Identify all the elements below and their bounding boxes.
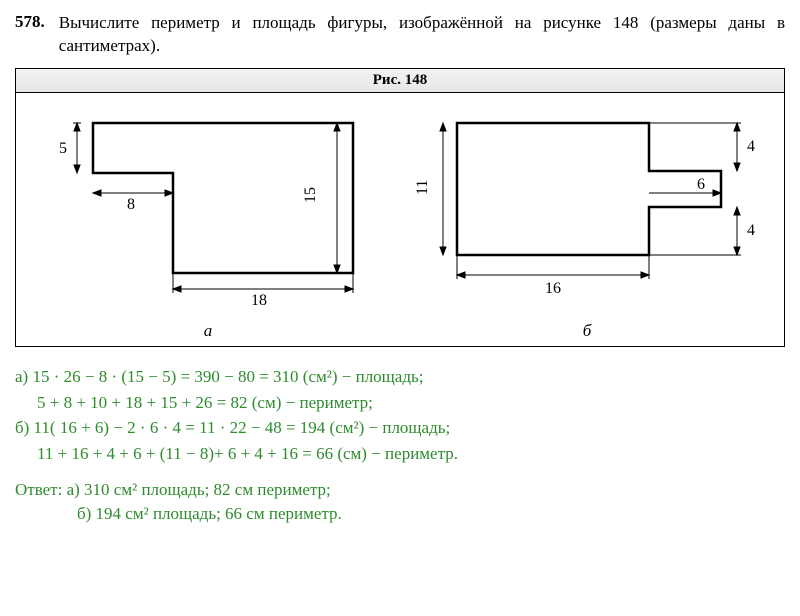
- dim-6: 6: [697, 176, 705, 193]
- sol-b-area: б) 11( 16 + 6) − 2 · 6 · 4 = 11 · 22 − 4…: [15, 416, 785, 441]
- answer-block: Ответ: а) 310 см² площадь; 82 см перимет…: [15, 478, 785, 526]
- dim-16: 16: [545, 280, 561, 297]
- sol-b-perim: 11 + 16 + 4 + 6 + (11 − 8)+ 6 + 4 + 16 =…: [15, 442, 785, 467]
- dim-11: 11: [414, 179, 431, 194]
- figure-content: 5 8 15 18 а: [16, 93, 784, 346]
- answer-line-a: Ответ: а) 310 см² площадь; 82 см перимет…: [15, 478, 785, 502]
- shape-a-svg: 5 8 15 18: [33, 103, 383, 313]
- solution-block: а) 15 · 26 − 8 · (15 − 5) = 390 − 80 = 3…: [15, 365, 785, 467]
- sol-a-area: а) 15 · 26 − 8 · (15 − 5) = 390 − 80 = 3…: [15, 365, 785, 390]
- answer-prefix: Ответ:: [15, 480, 67, 499]
- shape-b-svg: 11 16 4 6 4: [407, 103, 767, 313]
- answer-a: а) 310 см² площадь; 82 см периметр;: [67, 480, 331, 499]
- panel-a: 5 8 15 18 а: [33, 103, 383, 341]
- dim-4b: 4: [747, 222, 755, 239]
- figure-title: Рис. 148: [16, 69, 784, 93]
- sol-a-perim: 5 + 8 + 10 + 18 + 15 + 26 = 82 (см) − пе…: [15, 391, 785, 416]
- problem-text: Вычислите периметр и площадь фигуры, изо…: [59, 12, 785, 58]
- dim-8: 8: [127, 196, 135, 213]
- panel-b: 11 16 4 6 4 б: [407, 103, 767, 341]
- problem-number: 578.: [15, 12, 45, 32]
- answer-line-b: б) 194 см² площадь; 66 см периметр.: [15, 502, 785, 526]
- panel-a-label: а: [33, 321, 383, 341]
- dim-18: 18: [251, 292, 267, 309]
- dim-5: 5: [59, 140, 67, 157]
- panel-b-label: б: [407, 321, 767, 341]
- dim-15: 15: [302, 187, 319, 203]
- dim-4a: 4: [747, 138, 755, 155]
- figure-box: Рис. 148: [15, 68, 785, 347]
- problem-header: 578. Вычислите периметр и площадь фигуры…: [15, 12, 785, 58]
